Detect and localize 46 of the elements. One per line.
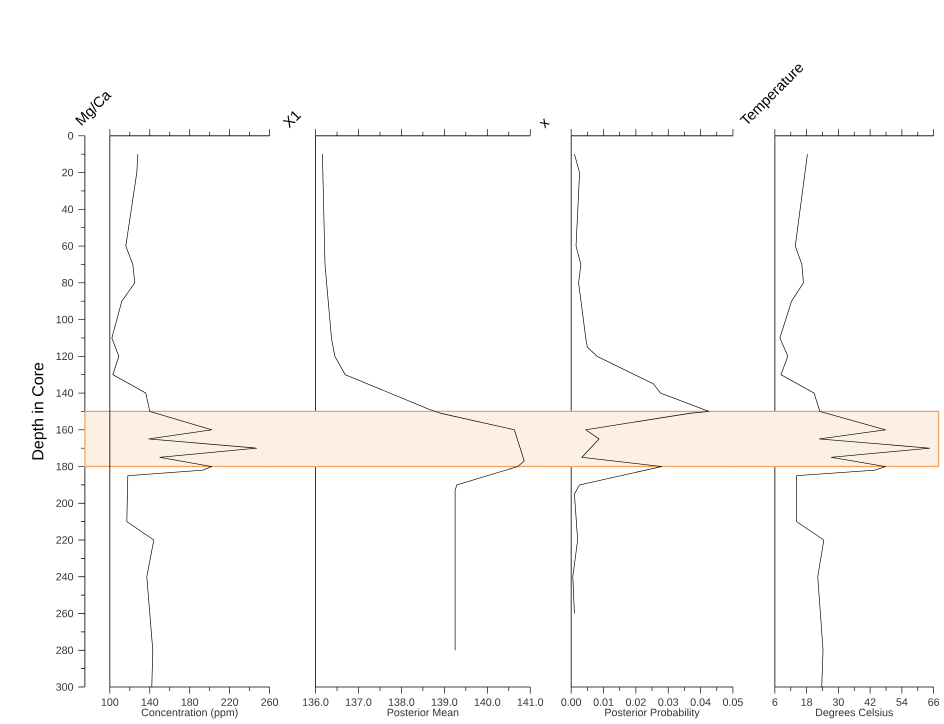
x-tick-label: 220 <box>221 698 238 706</box>
x-tick-label: 180 <box>182 698 198 706</box>
x-tick-label: 0.04 <box>690 698 711 706</box>
x-tick-label: 260 <box>261 698 278 706</box>
x-axis-title: Concentration (ppm) <box>142 708 238 718</box>
y-tick-label: 280 <box>56 646 74 654</box>
x-tick-label: 140 <box>142 698 158 706</box>
y-tick-label: 180 <box>56 462 74 470</box>
y-tick-label: 100 <box>56 316 74 324</box>
x-axis-title: Degrees Celsius <box>816 708 893 718</box>
x-tick-label: 136.0 <box>303 698 328 706</box>
x-axis-title: Posterior Probability <box>605 708 700 718</box>
y-tick-label: 240 <box>56 573 74 581</box>
x-tick-label: 139.0 <box>432 698 458 706</box>
x-tick-label: 140.0 <box>474 698 500 706</box>
y-tick-label: 60 <box>62 242 74 250</box>
chart-title: x <box>540 118 550 129</box>
x-tick-label: 138.0 <box>388 698 414 706</box>
x-tick-label: 0.02 <box>626 698 646 706</box>
x-tick-label: 66 <box>928 698 940 706</box>
y-tick-label: 220 <box>56 536 74 544</box>
y-tick-label: 120 <box>56 352 74 360</box>
y-tick-label: 200 <box>56 500 74 508</box>
y-tick-label: 160 <box>56 426 74 434</box>
y-tick-label: 20 <box>62 168 74 176</box>
x-tick-label: 54 <box>896 698 908 706</box>
y-tick-label: 80 <box>62 279 74 287</box>
x-tick-label: 0.01 <box>594 698 614 706</box>
y-tick-label: 140 <box>56 389 74 397</box>
x-tick-label: 42 <box>864 698 876 706</box>
y-axis-title: Depth in Core <box>32 362 47 460</box>
x-tick-label: 0.00 <box>561 698 582 706</box>
x-tick-label: 100 <box>102 698 118 706</box>
x-tick-label: 137.0 <box>346 698 372 706</box>
y-tick-label: 40 <box>62 206 74 214</box>
x-tick-label: 0.05 <box>722 698 743 706</box>
x-tick-label: 18 <box>802 698 812 706</box>
chart-title: X1 <box>282 111 302 128</box>
x-tick-label: 6 <box>772 698 778 706</box>
x-tick-label: 0.03 <box>658 698 678 706</box>
y-tick-label: 0 <box>68 132 74 140</box>
x-tick-label: 30 <box>832 698 844 706</box>
y-tick-label: 300 <box>56 683 74 691</box>
x-axis-title: Posterior Mean <box>388 708 458 716</box>
x-tick-label: 141.0 <box>518 698 544 706</box>
y-tick-label: 260 <box>56 610 74 618</box>
